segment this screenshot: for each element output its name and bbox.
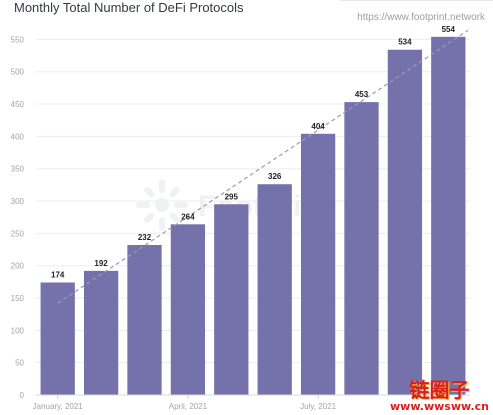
x-tick-label: April, 2021 — [169, 402, 208, 411]
data-label: 192 — [94, 259, 108, 268]
x-axis: January, 2021 April, 2021 July, 2021 — [33, 394, 470, 411]
footprint-sun-icon — [136, 179, 188, 231]
chart-title: Monthly Total Number of DeFi Protocols — [14, 0, 244, 15]
data-labels: 174 192 232 264 295 326 404 453 534 554 — [51, 25, 455, 280]
y-tick-label: 550 — [11, 35, 25, 44]
y-tick-label: 250 — [11, 229, 25, 238]
data-label: 554 — [442, 25, 456, 34]
data-label: 404 — [311, 122, 325, 131]
header-divider — [340, 0, 493, 1]
y-tick-label: 450 — [11, 100, 25, 109]
bar — [431, 36, 466, 396]
trend-line — [57, 29, 469, 304]
data-label: 534 — [398, 38, 412, 47]
y-tick-label: 0 — [20, 391, 25, 400]
bar — [344, 102, 379, 396]
y-tick-label: 150 — [11, 294, 25, 303]
y-tick-label: 400 — [11, 132, 25, 141]
data-label: 326 — [268, 172, 282, 181]
y-tick-label: 500 — [11, 68, 25, 77]
x-tick-label: July, 2021 — [300, 402, 336, 411]
bar — [83, 270, 119, 395]
bar — [170, 224, 206, 395]
y-tick-label: 200 — [11, 262, 25, 271]
data-label: 232 — [138, 233, 152, 242]
data-label: 295 — [225, 192, 239, 201]
data-label: 453 — [355, 90, 369, 99]
trend-line-segment — [57, 29, 469, 304]
data-label: 174 — [51, 271, 65, 280]
y-axis: 0 50 100 150 200 250 300 350 400 450 500 550 — [11, 35, 25, 400]
x-tick-label: January, 2021 — [33, 402, 84, 411]
bar — [300, 133, 336, 396]
site-watermark-big: 链圈子 — [409, 378, 470, 402]
source-url[interactable]: https://www.footprint.network — [357, 12, 485, 23]
bars — [40, 36, 466, 396]
y-tick-label: 300 — [11, 197, 25, 206]
bar — [40, 282, 75, 395]
y-tick-label: 50 — [15, 359, 24, 368]
data-label: 264 — [181, 212, 195, 221]
y-tick-label: 100 — [11, 326, 25, 335]
bar — [127, 245, 162, 395]
site-watermark: 链圈子 www.wwsww.cn — [390, 379, 489, 413]
site-watermark-small: www.wwsww.cn — [390, 400, 489, 413]
bar — [214, 204, 249, 395]
bar — [257, 184, 292, 395]
y-tick-label: 350 — [11, 165, 25, 174]
bar — [387, 49, 423, 395]
